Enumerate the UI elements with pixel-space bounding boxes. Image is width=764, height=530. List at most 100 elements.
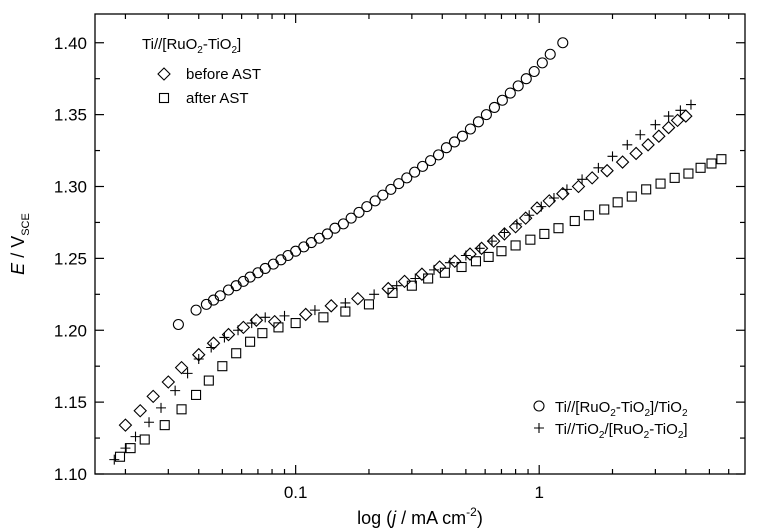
diamond-data-point <box>397 274 412 289</box>
circle-data-point <box>456 130 468 142</box>
diamond-data-point <box>661 120 676 135</box>
diamond-data-point <box>518 211 533 225</box>
square-data-point <box>525 234 536 245</box>
square-data-point <box>695 162 706 173</box>
diamond-data-point <box>118 418 133 432</box>
plus-data-point <box>474 243 485 254</box>
plus-data-point <box>144 417 155 428</box>
diamond-data-point <box>249 313 264 327</box>
circle-data-point <box>369 195 381 207</box>
plus-data-point <box>607 151 618 162</box>
legend-top-title-b: 2 <box>197 45 203 56</box>
circle-data-point <box>282 249 294 262</box>
square-data-point <box>510 240 521 251</box>
y-tick-label: 1.25 <box>54 249 87 268</box>
circle-data-point <box>504 87 516 99</box>
circle-data-point <box>252 267 264 279</box>
lb1-p4: -TiO <box>649 421 678 438</box>
plus-data-point <box>486 236 497 247</box>
circle-data-point <box>337 218 349 230</box>
plus-data-point <box>675 105 686 116</box>
legend-plus-marker <box>534 423 544 433</box>
diamond-data-point <box>206 336 221 350</box>
plus-data-point <box>369 289 380 300</box>
circle-data-point <box>377 189 389 201</box>
square-data-point <box>217 361 228 372</box>
legend-circle-marker <box>533 400 545 412</box>
plus-data-point <box>193 354 204 364</box>
lb1-p5: 2 <box>678 430 684 441</box>
square-data-point <box>539 228 550 239</box>
circle-data-point <box>448 136 461 148</box>
plus-data-point <box>536 201 547 212</box>
lb1-p2: /[RuO <box>604 421 643 438</box>
x-axis-title-italic: j <box>389 508 397 528</box>
plus-data-point <box>260 312 271 323</box>
plus-data-point <box>511 218 522 229</box>
lb0-p4: ]/TiO <box>650 399 682 416</box>
plot-frame <box>94 13 746 475</box>
y-axis-title-mid: / V <box>8 236 28 263</box>
legend-diamond-marker <box>157 67 171 81</box>
diamond-data-point <box>679 109 693 123</box>
square-data-point <box>139 434 150 445</box>
square-data-point <box>456 261 467 273</box>
diamond-data-point <box>508 219 523 234</box>
square-data-point <box>231 348 242 359</box>
plus-data-point <box>182 368 193 379</box>
legend-plus-symbol <box>534 423 544 433</box>
legend-top-title-d: 2 <box>231 45 237 56</box>
square-data-point <box>706 158 717 169</box>
diamond-data-point <box>415 267 429 281</box>
square-data-point <box>159 420 170 431</box>
plus-data-point <box>233 325 244 336</box>
y-tick-label: 1.20 <box>54 321 87 340</box>
diamond-data-point <box>267 314 282 329</box>
circle-data-point <box>401 172 413 184</box>
legend-bottom-label-0: Ti//[RuO2-TiO2]/TiO2 <box>555 399 688 419</box>
square-data-point <box>423 273 434 284</box>
y-axis-title-italic: E <box>8 262 28 275</box>
plus-data-point <box>561 184 572 195</box>
legend-square-symbol <box>158 92 170 104</box>
legend-circle-symbol <box>533 400 545 412</box>
diamond-data-point <box>615 155 630 169</box>
lb1-p3: 2 <box>644 430 650 441</box>
legend-top-title-e: ] <box>237 36 241 53</box>
plus-data-point <box>444 257 455 268</box>
plus-data-point <box>156 402 167 413</box>
legend-top-label-1: after AST <box>186 90 249 107</box>
circle-data-point <box>472 116 484 128</box>
legend-top-title: Ti//[RuO2-TiO2] <box>142 36 241 56</box>
y-tick-label: 1.30 <box>54 178 87 197</box>
lb0-p3: 2 <box>644 408 650 419</box>
square-data-point <box>669 172 680 183</box>
plus-data-point <box>429 264 440 275</box>
legend-top-title-a: Ti//[RuO <box>142 36 197 53</box>
legend-bottom-label-1: Ti//TiO2/[RuO2-TiO2] <box>555 421 688 441</box>
y-tick-label: 1.40 <box>54 34 87 53</box>
plus-data-point <box>279 310 290 321</box>
legend-square-marker <box>158 92 170 104</box>
square-data-point <box>340 306 351 317</box>
square-data-point <box>439 267 450 278</box>
plus-data-point <box>460 250 471 261</box>
circle-data-point <box>488 101 500 113</box>
circle-data-point <box>298 241 310 253</box>
legend-top-label-0: before AST <box>186 66 261 83</box>
circle-data-point <box>528 65 540 78</box>
circle-data-point <box>557 37 569 49</box>
circle-data-point <box>512 80 524 92</box>
circle-data-point <box>536 57 548 69</box>
diamond-data-point <box>641 138 655 152</box>
diamond-data-point <box>146 389 160 404</box>
circle-data-point <box>214 290 226 302</box>
plus-data-point <box>109 454 120 465</box>
circle-data-point <box>172 318 184 331</box>
square-data-point <box>318 312 329 323</box>
circle-data-point <box>190 304 202 316</box>
square-data-point <box>599 204 610 215</box>
diamond-data-point <box>324 299 339 313</box>
plus-data-point <box>410 273 421 284</box>
lb0-p0: Ti//[RuO <box>555 399 610 416</box>
